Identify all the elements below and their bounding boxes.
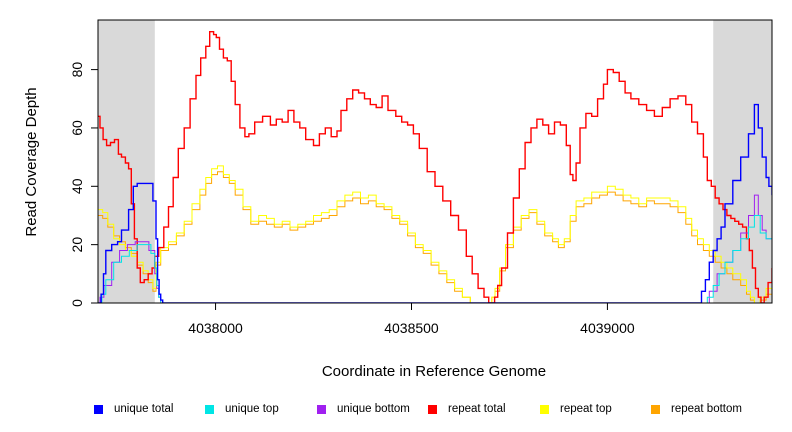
- series-repeat-top: [98, 165, 772, 303]
- shaded-region-1: [98, 20, 155, 303]
- legend-label: unique bottom: [337, 403, 410, 415]
- y-tick-label: 20: [69, 237, 85, 253]
- legend-label: repeat top: [560, 403, 612, 415]
- legend-label: repeat total: [448, 403, 506, 415]
- legend-item-repeat-top: repeat top: [540, 400, 612, 418]
- legend-label: unique total: [114, 403, 174, 415]
- series-repeat-bottom: [98, 171, 772, 303]
- y-tick-label: 80: [69, 62, 85, 78]
- y-axis: 0 20 40 60 80: [69, 62, 98, 307]
- plot-frame: [97, 19, 773, 304]
- legend: unique total unique top unique bottom repea…: [0, 400, 792, 420]
- legend-item-repeat-bottom: repeat bottom: [651, 400, 742, 418]
- series-repeat-total: [98, 31, 772, 303]
- legend-item-unique-top: unique top: [205, 400, 279, 418]
- legend-label: unique top: [225, 403, 279, 415]
- x-tick-label: 4039000: [580, 320, 635, 336]
- legend-swatch: [205, 404, 214, 414]
- series-lines: [98, 31, 772, 303]
- legend-swatch: [317, 404, 326, 414]
- legend-item-unique-total: unique total: [94, 400, 173, 418]
- legend-swatch: [94, 404, 103, 414]
- legend-label: repeat bottom: [671, 403, 742, 415]
- series-unique-bottom: [98, 194, 772, 303]
- legend-swatch: [651, 404, 660, 414]
- shaded-regions: [98, 20, 772, 303]
- y-tick-label: 60: [69, 120, 85, 136]
- x-tick-label: 4038000: [188, 320, 243, 336]
- x-axis-label: Coordinate in Reference Genome: [322, 363, 546, 380]
- y-tick-label: 0: [69, 299, 85, 307]
- legend-item-unique-bottom: unique bottom: [317, 400, 410, 418]
- legend-swatch: [428, 404, 437, 414]
- y-axis-label: Read Coverage Depth: [23, 87, 40, 236]
- legend-item-repeat-total: repeat total: [428, 400, 506, 418]
- legend-swatch: [540, 404, 549, 414]
- series-unique-top: [98, 215, 772, 303]
- x-tick-label: 4038500: [384, 320, 439, 336]
- x-axis: 4038000 4038500 4039000: [188, 303, 635, 336]
- series-unique-total: [98, 103, 772, 303]
- y-tick-label: 40: [69, 178, 85, 194]
- shaded-region-2: [713, 20, 772, 303]
